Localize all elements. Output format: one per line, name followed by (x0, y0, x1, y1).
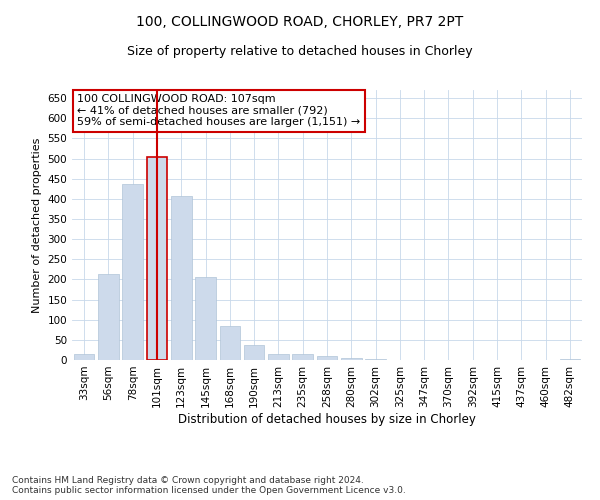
Y-axis label: Number of detached properties: Number of detached properties (32, 138, 42, 312)
Text: 100, COLLINGWOOD ROAD, CHORLEY, PR7 2PT: 100, COLLINGWOOD ROAD, CHORLEY, PR7 2PT (136, 15, 464, 29)
Text: Size of property relative to detached houses in Chorley: Size of property relative to detached ho… (127, 45, 473, 58)
Bar (244, 344, 265, 360)
Bar (98, 274, 119, 360)
Bar (365, 359, 386, 360)
Bar (220, 326, 240, 360)
Bar (341, 358, 362, 360)
Text: 100 COLLINGWOOD ROAD: 107sqm
← 41% of detached houses are smaller (792)
59% of s: 100 COLLINGWOOD ROAD: 107sqm ← 41% of de… (77, 94, 361, 127)
Bar (317, 356, 337, 360)
Bar (74, 354, 94, 360)
Bar (292, 354, 313, 360)
Bar (195, 276, 216, 360)
Bar (560, 359, 580, 360)
X-axis label: Distribution of detached houses by size in Chorley: Distribution of detached houses by size … (178, 412, 476, 426)
Bar (268, 354, 289, 360)
Bar (122, 184, 143, 360)
Bar (146, 158, 167, 360)
Bar (171, 196, 191, 360)
Text: Contains HM Land Registry data © Crown copyright and database right 2024.
Contai: Contains HM Land Registry data © Crown c… (12, 476, 406, 495)
